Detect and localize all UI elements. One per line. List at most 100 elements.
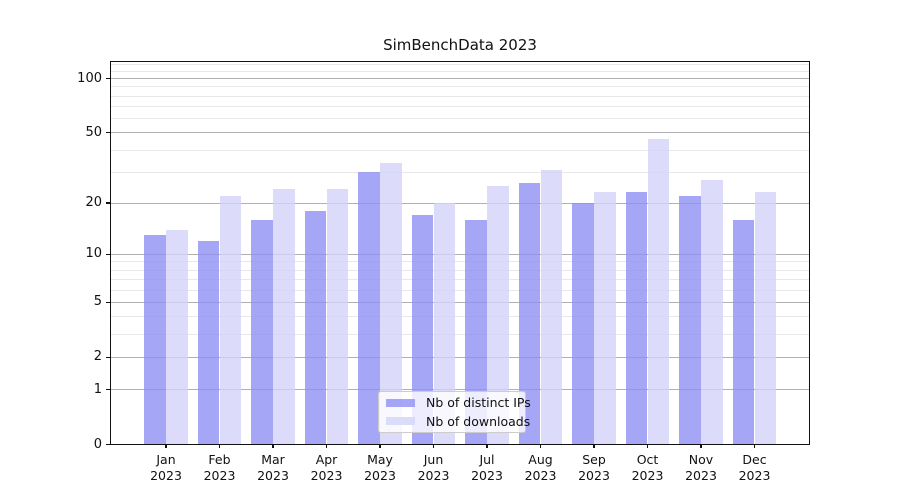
x-tick-month: Apr bbox=[315, 452, 338, 467]
x-tick-year: 2023 bbox=[417, 468, 450, 483]
bar-downloads bbox=[647, 139, 670, 445]
y-tick-mark bbox=[106, 356, 110, 359]
legend-row-distinct-ips: Nb of distinct IPs bbox=[386, 395, 531, 411]
bar-downloads bbox=[433, 203, 456, 445]
x-tick-month: Jun bbox=[423, 452, 444, 467]
y-tick-label: 20 bbox=[85, 195, 102, 211]
y-tick-mark bbox=[106, 131, 110, 134]
legend-label-distinct-ips: Nb of distinct IPs bbox=[426, 395, 531, 411]
x-tick-label: Dec 2023 bbox=[723, 452, 787, 484]
bar-distinct-ips bbox=[518, 183, 541, 445]
x-tick-year: 2023 bbox=[364, 468, 396, 483]
x-tick-mark bbox=[218, 444, 221, 448]
x-tick-label: Nov 2023 bbox=[669, 452, 733, 484]
gridline-minor bbox=[111, 95, 809, 97]
gridline-minor bbox=[111, 334, 809, 336]
gridline-minor bbox=[111, 70, 809, 72]
gridline-minor bbox=[111, 86, 809, 88]
bar-downloads bbox=[326, 189, 349, 445]
y-tick-label: 0 bbox=[93, 436, 102, 452]
x-tick-label: Jul 2023 bbox=[455, 452, 519, 484]
x-tick-month: Feb bbox=[208, 452, 231, 467]
x-tick-year: 2023 bbox=[631, 468, 664, 483]
bar-downloads bbox=[273, 189, 295, 445]
y-tick-mark bbox=[106, 388, 110, 391]
x-tick-label: Feb 2023 bbox=[188, 452, 252, 484]
bar-distinct-ips bbox=[411, 215, 434, 445]
y-tick-label: 100 bbox=[77, 70, 102, 86]
bar-downloads bbox=[166, 229, 188, 445]
x-tick-month: Aug bbox=[528, 452, 553, 467]
legend-label-downloads: Nb of downloads bbox=[426, 413, 531, 429]
y-tick-label: 1 bbox=[93, 381, 102, 397]
x-tick-month: May bbox=[367, 452, 393, 467]
legend-swatch-downloads bbox=[386, 417, 415, 426]
bar-distinct-ips bbox=[251, 219, 273, 445]
y-tick-mark bbox=[106, 202, 110, 204]
x-tick-year: 2023 bbox=[203, 468, 236, 483]
x-tick-label: Apr 2023 bbox=[295, 452, 359, 484]
x-tick-mark bbox=[165, 444, 167, 448]
gridline-minor bbox=[111, 316, 809, 318]
gridline-major bbox=[111, 389, 809, 391]
bar-downloads bbox=[487, 186, 509, 445]
x-tick-month: Jul bbox=[479, 452, 495, 467]
gridline-minor bbox=[111, 289, 809, 291]
chart-title: SimBenchData 2023 bbox=[383, 36, 537, 54]
x-tick-year: 2023 bbox=[578, 468, 610, 483]
x-tick-year: 2023 bbox=[471, 468, 503, 483]
bar-distinct-ips bbox=[144, 235, 166, 445]
x-tick-month: Nov bbox=[688, 452, 714, 467]
bar-downloads bbox=[219, 195, 242, 445]
y-tick-label: 50 bbox=[85, 124, 102, 140]
bar-distinct-ips bbox=[732, 219, 755, 445]
gridline-major bbox=[111, 78, 809, 79]
bar-distinct-ips bbox=[572, 203, 594, 445]
gridline-minor bbox=[111, 171, 809, 173]
gridline-minor bbox=[111, 63, 809, 65]
x-tick-mark bbox=[486, 444, 488, 448]
bar-downloads bbox=[594, 192, 616, 445]
x-tick-mark bbox=[432, 444, 435, 448]
bar-distinct-ips bbox=[465, 219, 487, 445]
x-tick-mark bbox=[272, 444, 274, 448]
x-tick-mark bbox=[646, 444, 649, 448]
bar-distinct-ips bbox=[625, 192, 648, 445]
x-tick-month: Sep bbox=[582, 452, 606, 467]
y-tick-label: 10 bbox=[85, 246, 102, 262]
x-tick-year: 2023 bbox=[257, 468, 289, 483]
y-tick-label: 2 bbox=[93, 349, 102, 365]
x-tick-label: Jun 2023 bbox=[402, 452, 466, 484]
x-tick-year: 2023 bbox=[524, 468, 557, 483]
x-tick-year: 2023 bbox=[738, 468, 771, 483]
x-tick-mark bbox=[325, 444, 328, 448]
y-tick-mark bbox=[106, 253, 110, 256]
gridline-minor bbox=[111, 269, 809, 271]
x-tick-label: May 2023 bbox=[348, 452, 412, 484]
x-tick-month: Dec bbox=[742, 452, 767, 467]
x-tick-label: Oct 2023 bbox=[616, 452, 680, 484]
gridline-major bbox=[111, 253, 809, 255]
gridline-minor bbox=[111, 149, 809, 151]
y-tick-mark bbox=[106, 77, 110, 80]
gridline-minor bbox=[111, 117, 809, 119]
legend: Nb of distinct IPs Nb of downloads bbox=[378, 391, 531, 433]
x-tick-mark bbox=[379, 444, 381, 448]
x-tick-month: Jan bbox=[156, 452, 176, 467]
x-tick-mark bbox=[593, 444, 595, 448]
bar-distinct-ips bbox=[197, 241, 220, 445]
bar-distinct-ips bbox=[358, 172, 380, 445]
bar-distinct-ips bbox=[304, 210, 327, 445]
bar-distinct-ips bbox=[679, 195, 701, 445]
gridline-minor bbox=[111, 105, 809, 107]
x-tick-month: Mar bbox=[261, 452, 285, 467]
y-tick-label: 5 bbox=[93, 294, 102, 310]
x-tick-year: 2023 bbox=[150, 468, 182, 483]
y-tick-mark bbox=[106, 443, 110, 446]
legend-row-downloads: Nb of downloads bbox=[386, 414, 530, 430]
legend-swatch-distinct-ips bbox=[386, 398, 415, 407]
bar-downloads bbox=[380, 162, 402, 445]
gridline-major bbox=[111, 202, 809, 204]
y-tick-mark bbox=[106, 301, 110, 304]
